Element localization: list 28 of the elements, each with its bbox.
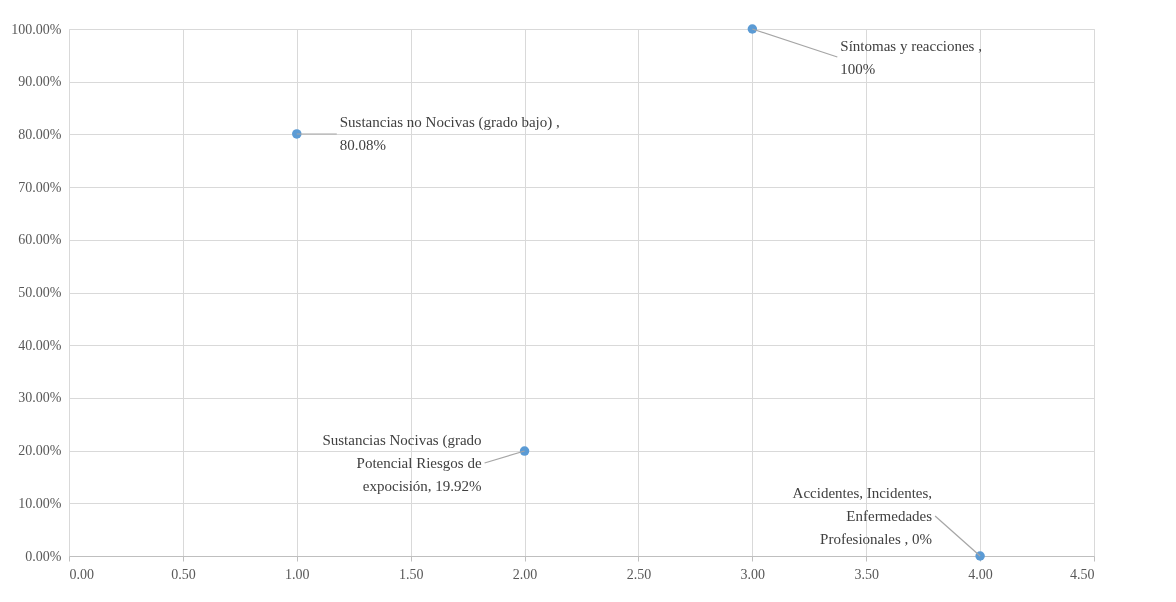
point (519, 446, 530, 456)
y-tick-label: 10.00% (18, 495, 62, 511)
x-tick-label: 0.00 (69, 566, 94, 582)
x-tick-label: 0.50 (171, 566, 196, 582)
y-tick-label: 80.00% (18, 126, 62, 142)
x-tick-label: 1.50 (398, 566, 424, 582)
point (747, 24, 758, 34)
y-tick-label: 30.00% (18, 390, 62, 406)
y-tick-label: 90.00% (18, 74, 62, 90)
y-tick-label: 20.00% (18, 443, 62, 459)
y-tick-label: 40.00% (18, 337, 62, 353)
point (975, 551, 985, 561)
y-tick-label: 100.00% (11, 21, 62, 37)
annotation: Accidentes, Incidentes, Enfermedades Profesionales , 0% (792, 485, 933, 547)
x-tick-label: 3.00 (740, 566, 766, 582)
annotation: Sustancias no Nocivas (grado bajo) , 80.08% (339, 114, 560, 154)
x-tick-label: 4.00 (968, 566, 993, 582)
x-tick-label: 2.00 (512, 566, 538, 582)
y-tick-label: 60.00% (18, 232, 62, 248)
y-tick-label: 70.00% (18, 179, 62, 195)
annotation: Sustancias Nocivas (grado Potencial Riesgos de expocisión, 19.92% (322, 432, 482, 495)
x-tick-label: 4.50 (1070, 566, 1095, 582)
y-tick-label: 0.00% (25, 548, 62, 564)
y-tick-label: 50.00% (18, 285, 62, 300)
annotation: Síntomas y reacciones , 100% (840, 37, 982, 77)
x-tick-label: 3.50 (854, 566, 879, 582)
x-tick-label: 2.50 (626, 566, 652, 582)
x-tick-label: 1.00 (285, 566, 310, 582)
